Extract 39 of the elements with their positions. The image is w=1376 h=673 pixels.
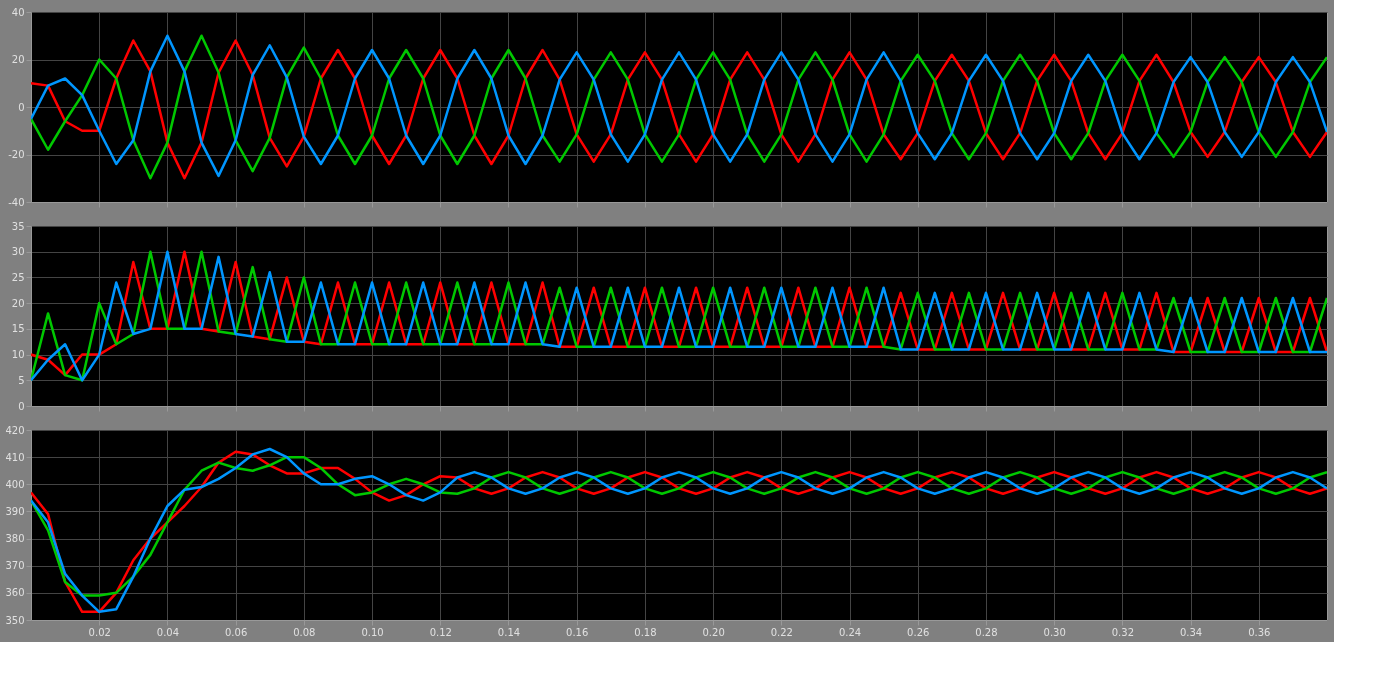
y-tick-label: 370	[5, 560, 25, 572]
x-tick-label: 0.10	[361, 626, 384, 638]
y-tick-label: 40	[11, 6, 25, 18]
x-tick-label: 0.02	[88, 626, 111, 638]
x-tick-label: 0.12	[429, 626, 452, 638]
y-tick-label: 25	[11, 271, 25, 283]
x-tick-label: 0.20	[702, 626, 725, 638]
y-tick-label: 15	[11, 323, 25, 335]
x-tick-label: 0.16	[566, 626, 589, 638]
x-tick-label: 0.08	[293, 626, 316, 638]
y-tick-label: 10	[11, 349, 25, 361]
x-tick-label: 0.30	[1043, 626, 1066, 638]
y-tick-label: 0	[18, 400, 25, 412]
y-tick-label: 35	[11, 220, 25, 232]
y-tick-label: -20	[8, 149, 25, 160]
y-tick-label: 5	[18, 374, 25, 386]
y-tick-label: 410	[5, 451, 25, 463]
x-tick-label: 0.04	[156, 626, 180, 638]
y-tick-label: 360	[5, 587, 25, 599]
x-tick-label: 0.14	[497, 626, 521, 638]
y-tick-label: 20	[11, 297, 25, 309]
x-tick-label: 0.36	[1248, 626, 1271, 638]
x-tick-label: 0.24	[838, 626, 862, 638]
x-tick-label: 0.26	[907, 626, 930, 638]
x-tick-label: 0.34	[1179, 626, 1203, 638]
y-tick-label: 390	[5, 505, 25, 517]
y-tick-label: 30	[11, 246, 25, 258]
y-tick-label: 420	[5, 424, 25, 436]
y-tick-label: 400	[5, 478, 25, 490]
x-tick-label: 0.28	[975, 626, 998, 638]
y-tick-label: -40	[8, 196, 25, 208]
y-tick-label: 0	[18, 101, 25, 113]
x-tick-label: 0.06	[225, 626, 248, 638]
y-tick-label: 350	[5, 614, 25, 626]
y-tick-label: 20	[11, 54, 25, 65]
x-tick-label: 0.18	[634, 626, 657, 638]
y-tick-label: 380	[5, 533, 25, 545]
x-tick-label: 0.22	[770, 626, 793, 638]
x-tick-label: 0.32	[1111, 626, 1134, 638]
